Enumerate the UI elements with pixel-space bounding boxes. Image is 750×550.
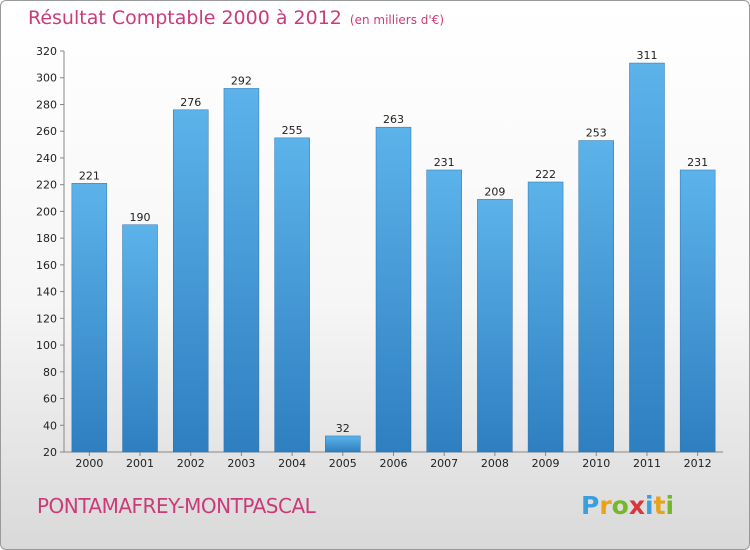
data-label: 311 xyxy=(636,49,657,62)
y-tick-label: 320 xyxy=(36,45,57,58)
bar xyxy=(274,137,310,453)
logo-letter: i xyxy=(645,491,654,520)
x-tick-label: 2008 xyxy=(481,457,509,470)
data-label: 276 xyxy=(180,96,201,109)
y-tick-label: 300 xyxy=(36,72,57,85)
x-tick-label: 2002 xyxy=(177,457,205,470)
bar xyxy=(223,88,260,453)
bar xyxy=(426,169,462,453)
data-label: 253 xyxy=(586,127,607,140)
bar xyxy=(375,126,412,453)
y-tick-label: 40 xyxy=(43,419,57,432)
y-tick-label: 100 xyxy=(36,339,57,352)
data-label: 221 xyxy=(79,169,100,182)
data-label: 209 xyxy=(484,185,505,198)
data-label: 231 xyxy=(687,156,708,169)
x-tick-label: 2012 xyxy=(684,457,712,470)
y-tick-label: 260 xyxy=(36,125,57,138)
data-label: 231 xyxy=(434,156,455,169)
bar xyxy=(71,183,108,453)
bar xyxy=(477,199,513,453)
data-label: 255 xyxy=(282,124,303,137)
data-label: 263 xyxy=(383,113,404,126)
x-tick-label: 2009 xyxy=(532,457,560,470)
logo-letter: x xyxy=(628,491,645,520)
data-label: 32 xyxy=(336,422,350,435)
bar xyxy=(679,169,716,453)
logo-letter: t xyxy=(653,491,666,520)
y-tick-label: 60 xyxy=(43,393,57,406)
chart-unit: (en milliers d'€) xyxy=(349,13,445,27)
proxiti-logo: Proxiti xyxy=(581,491,674,520)
bar xyxy=(629,62,665,453)
x-tick-label: 2006 xyxy=(380,457,408,470)
y-tick-label: 180 xyxy=(36,232,57,245)
chart-title: Résultat Comptable 2000 à 2012 (en millie… xyxy=(28,7,444,29)
chart-bars: 221 190 276 292 255 32 263 231 209 222 253 311 231 xyxy=(71,49,716,453)
logo-letter: r xyxy=(599,491,612,520)
x-tick-label: 2005 xyxy=(329,457,357,470)
y-tick-label: 20 xyxy=(43,446,57,459)
x-tick-label: 2011 xyxy=(633,457,661,470)
x-tick-label: 2007 xyxy=(430,457,458,470)
commune-name: PONTAMAFREY-MONTPASCAL xyxy=(37,494,316,518)
y-tick-label: 200 xyxy=(36,205,57,218)
logo-letter: P xyxy=(581,491,600,520)
bar xyxy=(527,181,564,453)
bar xyxy=(325,435,361,453)
y-tick-label: 220 xyxy=(36,179,57,192)
x-tick-label: 2010 xyxy=(582,457,610,470)
data-label: 190 xyxy=(130,211,151,224)
y-tick-label: 160 xyxy=(36,259,57,272)
chart-title-text: Résultat Comptable 2000 à 2012 xyxy=(28,7,342,29)
data-label: 292 xyxy=(231,74,252,87)
bar xyxy=(578,140,615,453)
x-tick-label: 2003 xyxy=(227,457,255,470)
data-label: 222 xyxy=(535,168,556,181)
y-tick-label: 80 xyxy=(43,366,57,379)
x-tick-label: 2001 xyxy=(126,457,154,470)
y-tick-label: 140 xyxy=(36,286,57,299)
y-tick-label: 120 xyxy=(36,312,57,325)
logo-letter: i xyxy=(665,491,675,520)
y-tick-label: 240 xyxy=(36,152,57,165)
x-tick-label: 2004 xyxy=(278,457,306,470)
y-tick-label: 280 xyxy=(36,98,57,111)
x-tick-label: 2000 xyxy=(75,457,103,470)
bar xyxy=(122,224,158,453)
bar xyxy=(172,109,209,453)
logo-letter: o xyxy=(611,491,629,520)
